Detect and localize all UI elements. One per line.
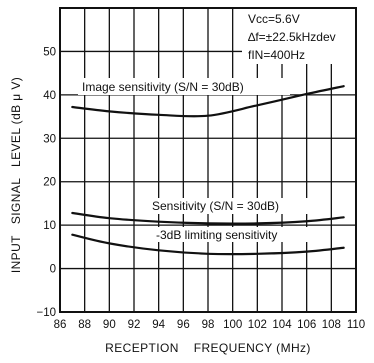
x-tick-label: 96	[177, 319, 190, 331]
y-axis-title: INPUT SIGNAL LEVEL (dB μ V)	[9, 77, 23, 273]
y-tick-label: −10	[36, 307, 56, 319]
x-tick-label: 108	[322, 319, 341, 331]
condition-vcc: Vcc=5.6V	[248, 12, 300, 26]
x-tick-label: 92	[128, 319, 141, 331]
x-tick-label: 102	[248, 319, 267, 331]
y-tick-label: 0	[50, 264, 56, 276]
x-tick-label: 94	[152, 319, 165, 331]
tick-labels: 86 88 90 92 94 96 98 100 102 104 106 108 110 −10 0 10 20…	[36, 46, 365, 331]
conditions-box-bg	[242, 8, 356, 64]
x-axis-title: RECEPTION FREQUENCY (MHz)	[105, 341, 311, 355]
series-label-image-sensitivity: Image sensitivity (S/N = 30dB)	[82, 80, 244, 94]
x-tick-label: 88	[78, 319, 91, 331]
series-label-sensitivity: Sensitivity (S/N = 30dB)	[152, 199, 279, 213]
label-bg-sensitivity	[148, 198, 316, 214]
y-tick-label: 50	[43, 46, 56, 58]
condition-deviation: ∆f=±22.5kHzdev	[248, 30, 336, 44]
x-tick-label: 104	[272, 319, 292, 331]
x-tick-label: 110	[347, 319, 365, 331]
plot-frame	[59, 7, 357, 313]
label-bg-image	[78, 78, 290, 95]
x-tick-label: 98	[202, 319, 215, 331]
x-tick-label: 106	[297, 319, 316, 331]
series-line-sensitivity	[71, 211, 345, 225]
y-tick-label: 40	[43, 90, 56, 102]
label-bg-limiting	[152, 227, 308, 242]
x-tick-label: 100	[223, 319, 242, 331]
series-line-image-sensitivity	[71, 85, 345, 118]
x-tick-label: 90	[103, 319, 116, 331]
series-lines	[71, 85, 345, 256]
y-tick-label: 30	[43, 133, 56, 145]
series-line-limiting	[71, 233, 345, 256]
condition-fin: fIN=400Hz	[248, 48, 305, 62]
series-label-limiting: -3dB limiting sensitivity	[156, 228, 277, 242]
x-tick-label: 86	[54, 319, 67, 331]
y-tick-label: 20	[43, 177, 56, 189]
y-tick-label: 10	[43, 220, 56, 232]
